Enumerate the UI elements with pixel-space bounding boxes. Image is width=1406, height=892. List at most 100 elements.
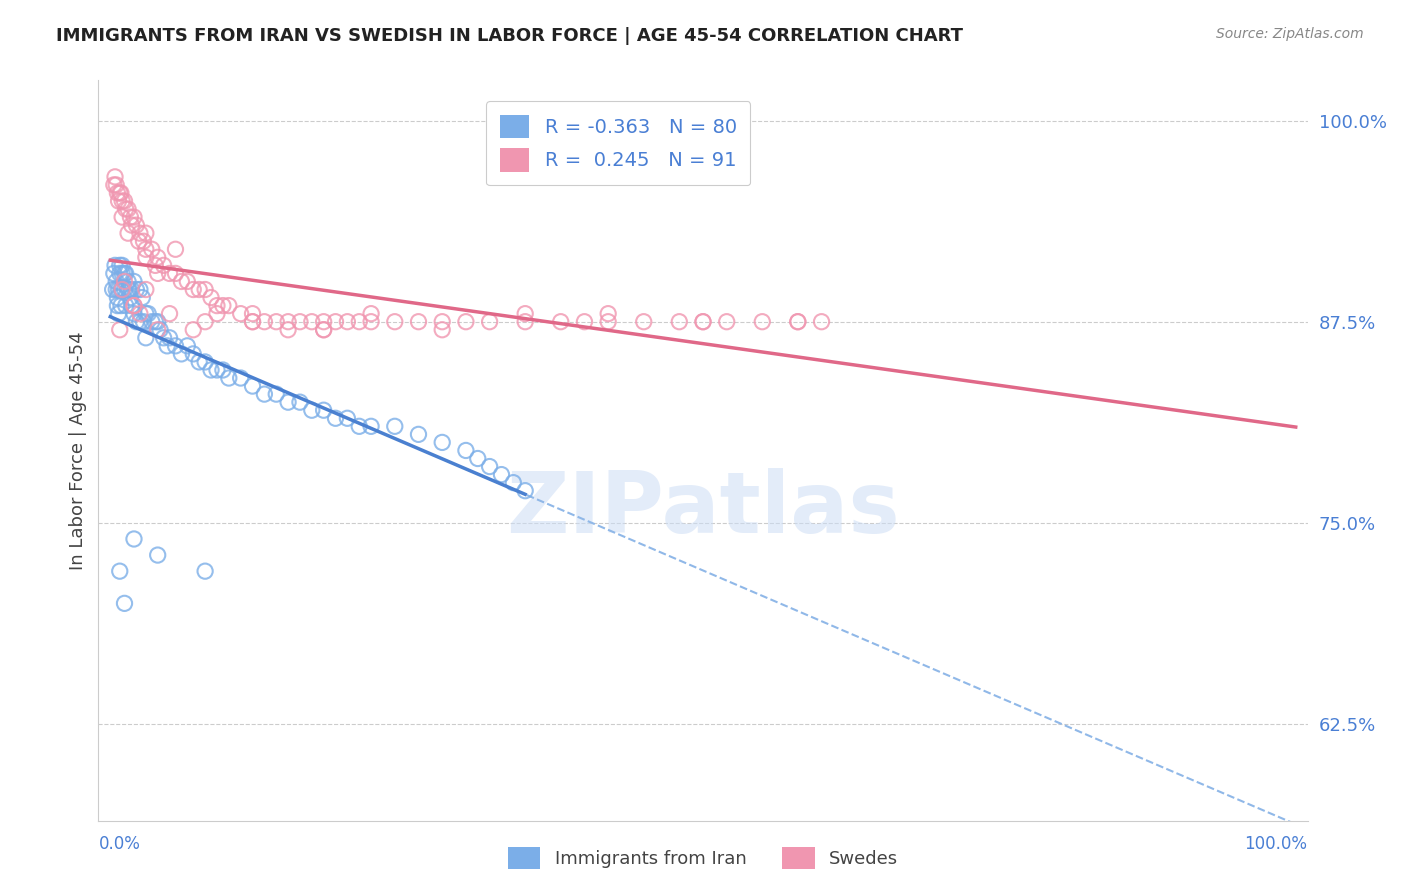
Point [111,258,134,272]
Point [129,307,152,321]
Point [277,323,299,337]
Point [152,258,174,272]
Point [143,258,166,272]
Point [165,242,187,256]
Point [108,267,131,281]
Point [122,275,145,289]
Point [716,315,738,329]
Point [205,299,228,313]
Point [131,291,153,305]
Point [128,234,150,248]
Point [146,548,169,562]
Point [117,283,139,297]
Point [105,186,128,200]
Point [432,323,454,337]
Point [181,323,204,337]
Point [122,299,145,313]
Point [114,202,136,216]
Point [229,307,252,321]
Point [125,315,148,329]
Point [159,331,181,345]
Point [118,283,141,297]
Point [408,427,430,442]
Point [149,323,172,337]
Point [188,283,211,297]
Point [194,283,217,297]
Point [135,242,157,256]
Point [108,323,131,337]
Point [105,178,128,192]
Point [114,194,136,208]
Point [125,283,148,297]
Point [515,307,537,321]
Legend: Immigrants from Iran, Swedes: Immigrants from Iran, Swedes [499,838,907,879]
Point [105,299,128,313]
Point [135,226,157,240]
Point [108,186,131,200]
Point [165,339,187,353]
Point [242,307,264,321]
Point [264,315,287,329]
Point [146,250,169,264]
Point [146,267,169,281]
Point [125,218,148,232]
Point [146,315,169,329]
Point [110,186,132,200]
Point [111,210,134,224]
Point [120,210,142,224]
Point [135,283,157,297]
Point [107,283,129,297]
Point [277,315,299,329]
Point [135,250,157,264]
Point [159,267,181,281]
Point [200,363,222,377]
Point [478,315,501,329]
Point [751,315,773,329]
Point [120,291,142,305]
Point [598,315,620,329]
Point [111,283,134,297]
Point [114,267,136,281]
Point [242,315,264,329]
Point [574,315,596,329]
Text: ZIPatlas: ZIPatlas [506,468,900,551]
Point [181,283,204,297]
Point [467,451,489,466]
Point [104,258,127,272]
Point [146,323,169,337]
Point [105,283,128,297]
Point [205,363,228,377]
Point [165,267,187,281]
Point [312,315,335,329]
Point [454,443,477,458]
Point [633,315,655,329]
Point [454,315,477,329]
Point [129,315,152,329]
Point [432,315,454,329]
Point [114,596,136,610]
Point [121,283,143,297]
Point [668,315,690,329]
Point [101,283,124,297]
Point [108,564,131,578]
Point [103,178,125,192]
Point [360,307,382,321]
Point [502,475,524,490]
Point [170,275,193,289]
Point [264,387,287,401]
Point [135,331,157,345]
Point [141,242,163,256]
Y-axis label: In Labor Force | Age 45-54: In Labor Force | Age 45-54 [69,331,87,570]
Point [110,299,132,313]
Text: 100.0%: 100.0% [1244,836,1308,854]
Point [188,355,211,369]
Point [176,275,198,289]
Point [277,395,299,409]
Point [111,194,134,208]
Point [194,355,217,369]
Point [114,275,136,289]
Point [117,226,139,240]
Point [347,419,370,434]
Point [408,315,430,329]
Point [107,307,129,321]
